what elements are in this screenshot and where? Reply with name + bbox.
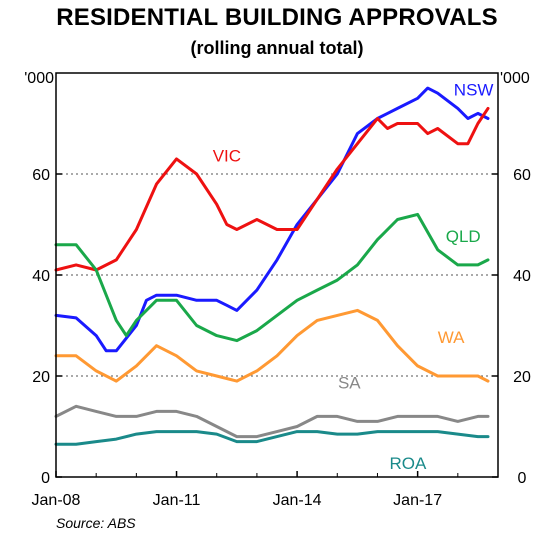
chart-title: RESIDENTIAL BUILDING APPROVALS — [56, 4, 498, 31]
y-tick-label-left: 40 — [32, 268, 50, 285]
y-tick-label-right: 0 — [518, 470, 527, 487]
series-labels: NSW VIC QLD WA SA ROA — [213, 81, 494, 473]
y-unit-right: '000 — [500, 70, 530, 87]
series-line-roa — [54, 430, 490, 446]
series-label-nsw: NSW — [454, 81, 494, 100]
grid-lines — [56, 173, 498, 377]
y-tick-label-right: 60 — [513, 167, 531, 184]
x-tick-label: Jan-17 — [393, 492, 442, 509]
series-line-vic — [54, 106, 490, 272]
series-lines — [54, 86, 490, 446]
x-tick-label: Jan-14 — [273, 492, 322, 509]
y-tick-label-left: 0 — [41, 470, 50, 487]
series-line-qld — [54, 212, 490, 343]
series-label-vic: VIC — [213, 146, 241, 165]
series-line-wa — [54, 308, 490, 383]
series-label-qld: QLD — [446, 227, 481, 246]
x-tick-label: Jan-08 — [32, 492, 81, 509]
series-label-sa: SA — [338, 374, 361, 393]
chart-subtitle: (rolling annual total) — [190, 38, 364, 58]
series-line-nsw — [54, 86, 490, 353]
source-note: Source: ABS — [56, 515, 136, 531]
series-line-sa — [54, 404, 490, 439]
y-tick-label-left: 20 — [32, 369, 50, 386]
axis-ticks: 0 0 20 20 40 40 60 60 Jan-08 Jan-11 Jan-14 Jan-17 — [32, 167, 531, 509]
y-tick-label-right: 40 — [513, 268, 531, 285]
x-tick-label: Jan-11 — [153, 492, 201, 509]
series-label-wa: WA — [438, 328, 465, 347]
y-unit-left: '000 — [24, 70, 54, 87]
y-tick-label-right: 20 — [513, 369, 531, 386]
y-tick-label-left: 60 — [32, 167, 50, 184]
series-label-roa: ROA — [390, 454, 428, 473]
